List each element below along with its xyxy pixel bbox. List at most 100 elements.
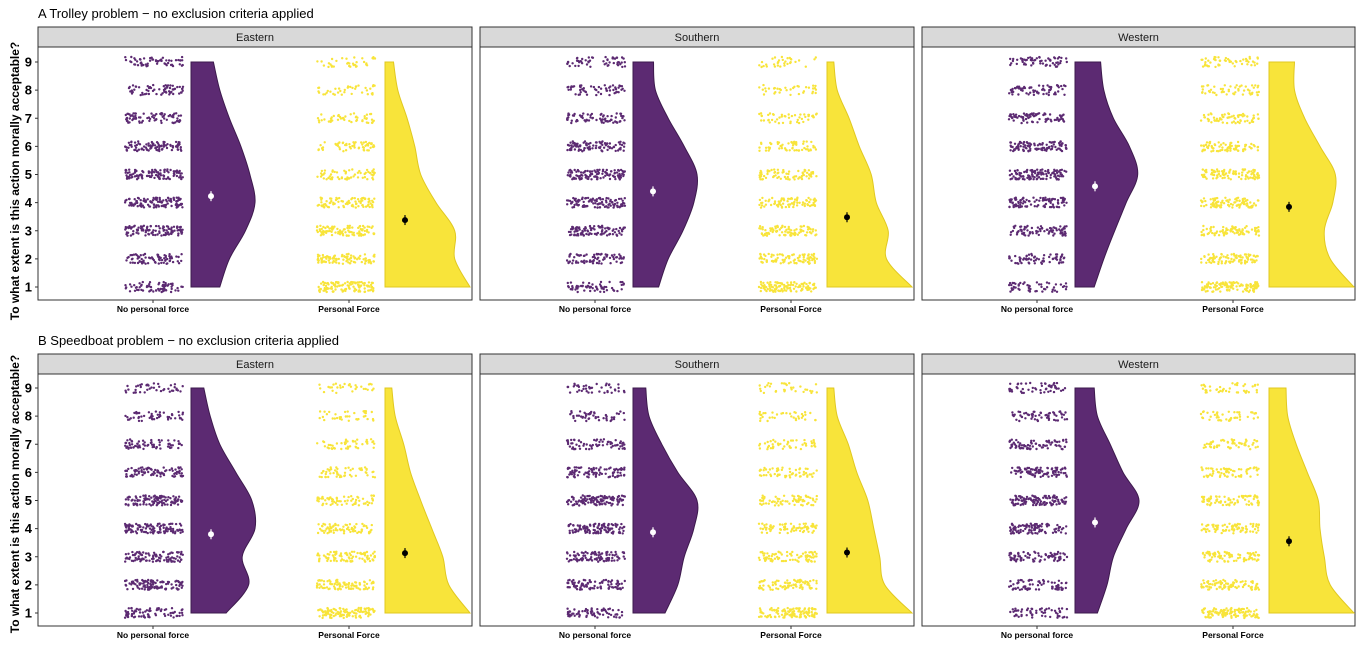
jitter-point — [158, 522, 161, 525]
jitter-point — [325, 178, 328, 181]
jitter-point — [1241, 115, 1245, 118]
jitter-point — [131, 175, 134, 179]
jitter-point — [1045, 118, 1048, 121]
jitter-point — [177, 255, 180, 259]
jitter-point — [163, 143, 166, 146]
y-tick-label: 1 — [25, 280, 32, 295]
jitter-point — [348, 62, 351, 65]
jitter-point — [605, 285, 608, 289]
jitter-point — [134, 85, 137, 88]
jitter-point — [811, 230, 814, 233]
jitter-point — [802, 224, 806, 228]
jitter-point — [774, 227, 777, 230]
jitter-point — [1204, 57, 1208, 60]
jitter-point — [154, 261, 157, 264]
jitter-point — [762, 253, 766, 256]
jitter-point — [125, 475, 129, 478]
jitter-point — [1241, 284, 1244, 287]
jitter-point — [591, 287, 594, 290]
jitter-point — [1229, 60, 1233, 63]
jitter-point — [764, 199, 767, 202]
jitter-point — [784, 177, 788, 180]
jitter-point — [152, 473, 155, 476]
y-tick-label: 2 — [25, 577, 32, 592]
jitter-point — [162, 411, 165, 414]
jitter-point — [1246, 63, 1249, 66]
jitter-point — [610, 147, 614, 150]
jitter-point — [346, 224, 349, 228]
jitter-point — [151, 528, 155, 531]
jitter-point — [1022, 175, 1025, 178]
jitter-point — [1035, 198, 1038, 202]
jitter-point — [1024, 117, 1028, 121]
jitter-point — [320, 60, 323, 63]
jitter-point — [336, 176, 340, 179]
jitter-point — [621, 116, 624, 120]
jitter-point — [575, 253, 578, 256]
jitter-point — [811, 283, 815, 286]
jitter-point — [1049, 148, 1053, 151]
jitter-point — [367, 197, 371, 200]
jitter-point — [1233, 226, 1236, 229]
jitter-point — [177, 498, 180, 501]
jitter-point — [597, 252, 600, 256]
jitter-point — [1017, 93, 1020, 96]
jitter-point — [138, 286, 141, 289]
jitter-point — [126, 171, 129, 175]
jitter-point — [177, 228, 180, 232]
jitter-point — [762, 174, 766, 178]
jitter-point — [316, 225, 319, 228]
jitter-point — [598, 146, 602, 150]
jitter-point — [613, 202, 617, 206]
jitter-point — [760, 114, 763, 117]
jitter-point — [587, 142, 590, 146]
jitter-point — [1219, 143, 1223, 146]
jitter-point — [566, 203, 569, 206]
jitter-point — [761, 196, 764, 200]
jitter-point — [759, 286, 763, 290]
jitter-point — [793, 229, 796, 232]
jitter-point — [1057, 262, 1061, 265]
jitter-point — [355, 115, 358, 118]
jitter-point — [1234, 170, 1238, 173]
jitter-point — [1035, 281, 1039, 284]
jitter-point — [353, 56, 356, 59]
jitter-point — [124, 145, 127, 148]
jitter-point — [1224, 143, 1227, 146]
jitter-point — [613, 253, 616, 256]
jitter-point — [1207, 59, 1210, 62]
jitter-point — [316, 175, 319, 178]
jitter-point — [1212, 253, 1215, 256]
jitter-point — [573, 148, 577, 151]
jitter-point — [799, 230, 802, 233]
jitter-point — [139, 199, 142, 202]
jitter-point — [808, 231, 812, 234]
jitter-point — [363, 284, 366, 287]
jitter-point — [793, 281, 796, 284]
jitter-point — [156, 531, 159, 534]
jitter-point — [802, 255, 805, 259]
jitter-point — [160, 555, 163, 558]
jitter-point — [1231, 284, 1235, 287]
jitter-point — [766, 281, 769, 284]
jitter-point — [180, 586, 183, 589]
jitter-point — [585, 93, 589, 96]
jitter-point — [1056, 57, 1060, 60]
jitter-point — [574, 288, 577, 291]
jitter-point — [132, 416, 135, 419]
jitter-point — [569, 228, 573, 231]
jitter-point — [793, 258, 796, 261]
jitter-point — [602, 290, 606, 294]
jitter-point — [1057, 90, 1060, 93]
jitter-point — [1257, 117, 1260, 120]
jitter-point — [362, 141, 365, 144]
jitter-point — [1014, 261, 1017, 265]
jitter-point — [1064, 146, 1068, 149]
x-tick-label: Personal Force — [1202, 304, 1264, 314]
jitter-point — [814, 88, 818, 91]
jitter-point — [769, 227, 772, 230]
jitter-point — [164, 608, 168, 611]
jitter-point — [348, 119, 351, 123]
jitter-point — [127, 176, 131, 179]
jitter-point — [800, 117, 804, 121]
